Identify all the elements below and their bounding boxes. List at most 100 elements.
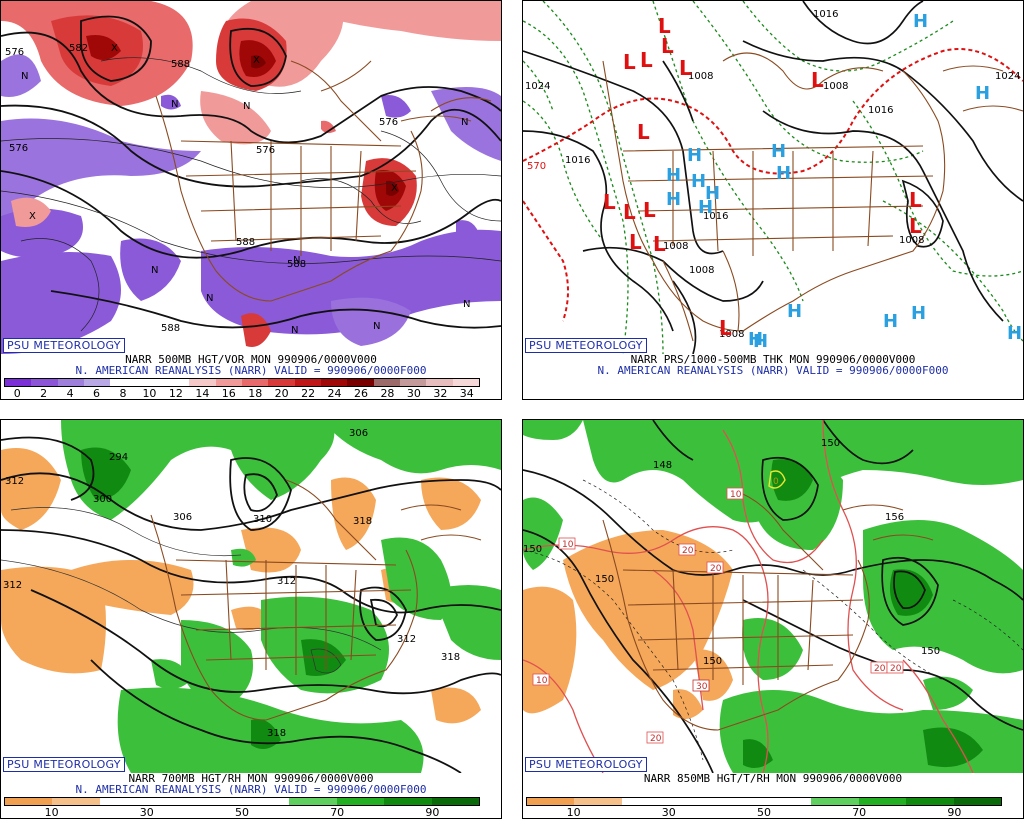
contour-label: 306 bbox=[349, 428, 368, 439]
high-marker: H bbox=[666, 165, 681, 186]
vort-marker: X bbox=[391, 183, 398, 194]
credit-label: PSU METEOROLOGY bbox=[3, 338, 125, 353]
contour-label: 576 bbox=[5, 47, 24, 58]
contour-label: 312 bbox=[5, 476, 24, 487]
panel-850mb-temp-rh: 150 148 156 150 150 150 150 10 10 20 20 … bbox=[522, 419, 1024, 819]
colorbar-tick-label: 10 bbox=[44, 806, 59, 819]
colorbar-swatch bbox=[242, 798, 290, 805]
contour-label: 576 bbox=[9, 143, 28, 154]
contour-label: 582 bbox=[69, 43, 88, 54]
colorbar bbox=[526, 797, 1002, 806]
colorbar-swatch bbox=[289, 798, 337, 805]
high-marker: H bbox=[666, 189, 681, 210]
colorbar-swatch bbox=[5, 798, 53, 805]
panel-frame bbox=[0, 0, 502, 400]
colorbar-tick-label: 30 bbox=[661, 806, 676, 819]
contour-label: 150 bbox=[821, 438, 840, 449]
high-marker: H bbox=[753, 331, 768, 352]
colorbar-tick-label: 0 bbox=[13, 387, 21, 400]
isobar-label: 1016 bbox=[565, 155, 590, 166]
colorbar-swatch bbox=[268, 379, 295, 386]
colorbar-tick-label: 8 bbox=[119, 387, 127, 400]
colorbar-swatch bbox=[99, 798, 148, 805]
low-marker: L bbox=[653, 232, 666, 256]
contour-label: 312 bbox=[3, 580, 22, 591]
colorbar-tick-label: 30 bbox=[406, 387, 421, 400]
colorbar-tick-label: 6 bbox=[93, 387, 101, 400]
panel-frame bbox=[522, 0, 1024, 400]
low-marker: L bbox=[679, 56, 692, 80]
low-marker: L bbox=[623, 50, 636, 74]
colorbar-swatch bbox=[373, 379, 400, 386]
isobar-label: 1008 bbox=[663, 241, 688, 252]
high-marker: H bbox=[691, 171, 706, 192]
colorbar-swatch bbox=[384, 798, 432, 805]
contour-labels: 576 582 588 576 588 576 588 588 576 bbox=[5, 43, 398, 334]
temp-label: 0 bbox=[773, 477, 779, 487]
temp-label: 10 bbox=[730, 490, 742, 500]
temp-label: 10 bbox=[536, 676, 548, 686]
colorbar-tick-label: 50 bbox=[235, 806, 249, 819]
colorbar-tick-label: 10 bbox=[142, 387, 157, 400]
colorbar-swatch bbox=[811, 798, 859, 805]
thickness-label: 570 bbox=[527, 161, 546, 172]
colorbar-tick-label: 32 bbox=[433, 387, 448, 400]
vort-marker: N bbox=[291, 325, 298, 336]
colorbar-swatch bbox=[574, 798, 622, 805]
colorbar-tick-label: 70 bbox=[852, 806, 867, 819]
low-marker: L bbox=[661, 34, 674, 58]
high-pressure-markers: H H H H H H H H H H H H H H H H bbox=[666, 11, 1022, 352]
vort-marker: N bbox=[293, 255, 300, 266]
contour-label: 148 bbox=[653, 460, 672, 471]
colorbar-swatch bbox=[347, 379, 374, 386]
contour-label: 150 bbox=[703, 656, 722, 667]
colorbar-tick-label: 16 bbox=[221, 387, 236, 400]
high-marker: H bbox=[911, 303, 926, 324]
colorbar-swatch bbox=[906, 798, 954, 805]
high-marker: H bbox=[698, 197, 713, 218]
isobar-label: 1008 bbox=[899, 235, 924, 246]
temp-label: 20 bbox=[874, 664, 886, 674]
colorbar-swatch bbox=[57, 379, 84, 386]
high-marker: H bbox=[1007, 323, 1022, 344]
colorbar-tick-label: 24 bbox=[327, 387, 342, 400]
colorbar-swatch bbox=[189, 379, 216, 386]
panel-subtitle: N. AMERICAN REANALYSIS (NARR) VALID = 99… bbox=[75, 783, 427, 796]
colorbar-swatch bbox=[399, 379, 427, 386]
colorbar-swatch bbox=[241, 379, 269, 386]
contour-label: 294 bbox=[109, 452, 128, 463]
panel-title: NARR PRS/1000-500MB THK MON 990906/0000V… bbox=[630, 353, 916, 366]
colorbar-swatch bbox=[31, 379, 58, 386]
colorbar-tick-label: 70 bbox=[330, 806, 345, 819]
colorbar-swatch bbox=[716, 798, 765, 805]
colorbar-swatch bbox=[110, 379, 137, 386]
colorbar-tick-label: 12 bbox=[168, 387, 183, 400]
colorbar-tick-label: 34 bbox=[459, 387, 474, 400]
vort-marker: N bbox=[373, 321, 380, 332]
temp-label: 10 bbox=[562, 540, 574, 550]
contour-label: 312 bbox=[277, 576, 296, 587]
low-marker: L bbox=[623, 200, 636, 224]
contour-labels: 150 148 156 150 150 150 150 bbox=[523, 438, 940, 667]
colorbar-swatch bbox=[294, 379, 321, 386]
high-marker: H bbox=[913, 11, 928, 32]
panel-title: NARR 700MB HGT/RH MON 990906/0000V000 bbox=[128, 772, 374, 785]
temp-label: 20 bbox=[890, 664, 902, 674]
panel-surface-pressure-thickness: 1024 1024 1016 1016 1016 1008 1008 1008 … bbox=[522, 0, 1024, 400]
vort-marker: N bbox=[171, 99, 178, 110]
low-pressure-markers: L L L L L L L L L L L L L L L bbox=[603, 14, 922, 340]
map-850mb-temp-rh: 150 148 156 150 150 150 150 10 10 20 20 … bbox=[523, 420, 1023, 773]
vort-marker: X bbox=[111, 43, 118, 54]
vort-marker: N bbox=[21, 71, 28, 82]
colorbar-swatch bbox=[320, 379, 348, 386]
contour-label: 150 bbox=[523, 544, 542, 555]
colorbar-tick-label: 18 bbox=[248, 387, 263, 400]
contour-label: 588 bbox=[287, 259, 306, 270]
isobar-label: 1008 bbox=[689, 265, 714, 276]
panel-subtitle: N. AMERICAN REANALYSIS (NARR) VALID = 99… bbox=[597, 364, 949, 377]
contour-label: 150 bbox=[921, 646, 940, 657]
isobar-label: 1024 bbox=[525, 81, 550, 92]
panel-frame bbox=[0, 419, 502, 819]
panel-title: NARR 500MB HGT/VOR MON 990906/0000V000 bbox=[125, 353, 377, 366]
colorbar-swatch bbox=[136, 379, 163, 386]
